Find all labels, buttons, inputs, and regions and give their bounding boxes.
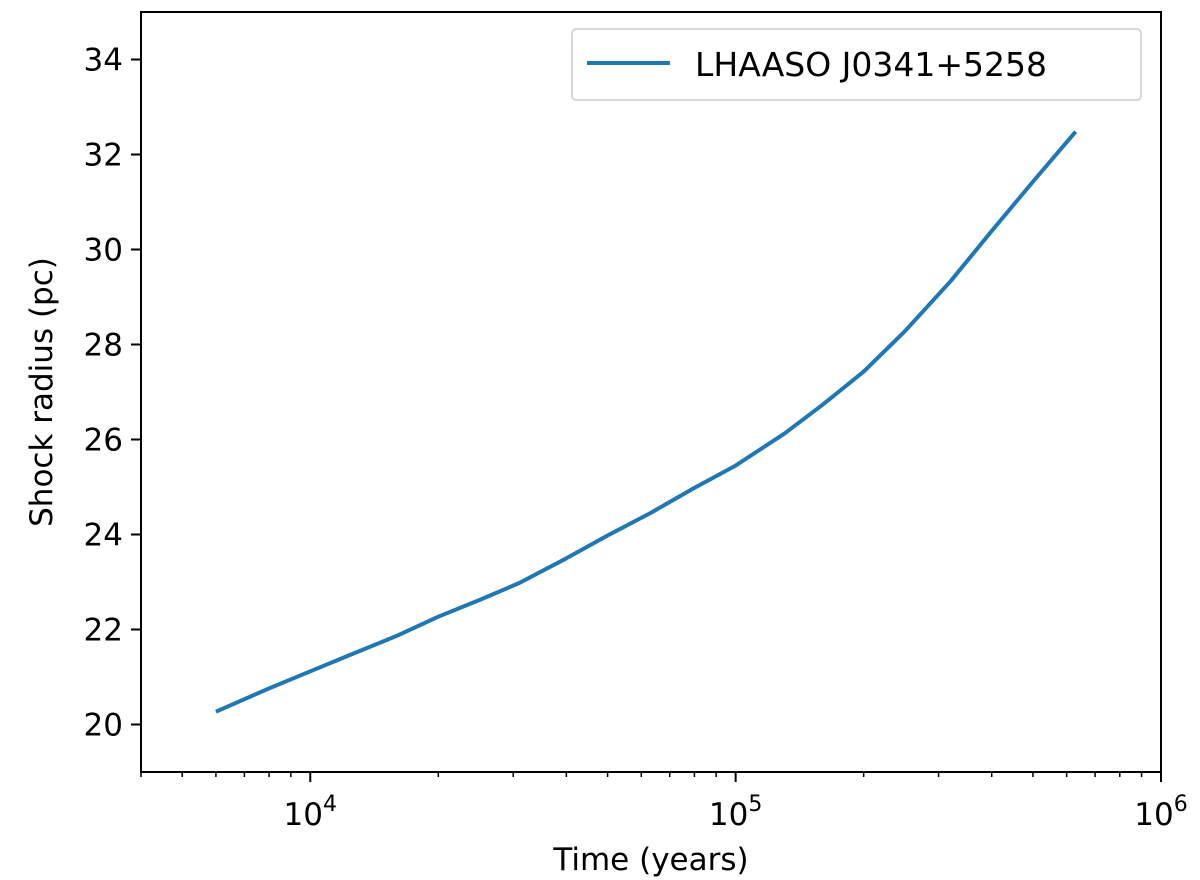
x-tick-label-exponent: 6	[1174, 792, 1188, 817]
y-axis-label: Shock radius (pc)	[24, 257, 60, 527]
x-tick-label-exponent: 5	[748, 792, 762, 817]
legend: LHAASO J0341+5258	[571, 28, 1142, 101]
y-tick-label: 24	[84, 518, 123, 554]
x-tick-label-exponent: 4	[323, 792, 337, 817]
x-axis-label: Time (years)	[552, 842, 748, 878]
legend-label: LHAASO J0341+5258	[695, 45, 1047, 84]
x-tick-label-base: 10	[284, 797, 323, 833]
y-tick-label: 22	[84, 613, 123, 649]
y-tick-label: 32	[84, 138, 123, 174]
series-line	[215, 130, 1078, 714]
y-tick-label: 20	[84, 708, 123, 744]
y-tick-label: 28	[84, 328, 123, 364]
y-axis-ticks	[131, 58, 141, 726]
y-tick-label: 26	[84, 423, 123, 459]
x-axis-tick-labels: 104 105 106	[284, 792, 1188, 833]
y-axis-tick-labels: 20 22 24 26 28 30 32 34	[84, 43, 123, 744]
x-tick-label: 105	[709, 792, 762, 833]
plot-series	[215, 130, 1078, 714]
x-tick-label-base: 10	[709, 797, 748, 833]
legend-box	[571, 28, 1142, 101]
x-axis-ticks	[140, 772, 1162, 782]
y-tick-label: 30	[84, 233, 123, 269]
y-tick-label: 34	[84, 43, 123, 79]
x-tick-label: 106	[1134, 792, 1187, 833]
plot-frame	[140, 11, 1162, 773]
x-tick-label: 104	[284, 792, 337, 833]
x-tick-label-base: 10	[1134, 797, 1173, 833]
